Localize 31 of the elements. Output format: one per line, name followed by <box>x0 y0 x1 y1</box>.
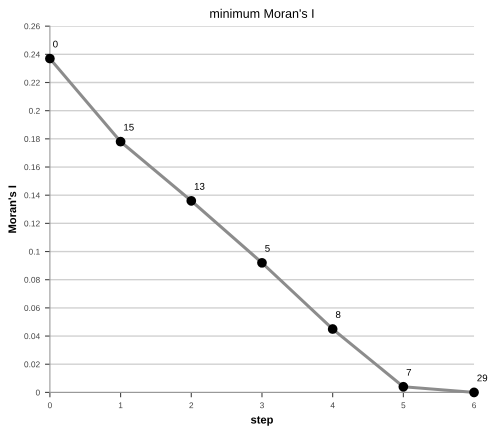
y-tick-label: 0.06 <box>24 305 40 311</box>
y-tick-label: 0.2 <box>28 108 40 114</box>
annotation: 29 <box>477 374 488 382</box>
y-axis-title: Moran's I <box>8 186 16 233</box>
x-axis-title: step <box>250 416 273 426</box>
x-tick-label: 1 <box>118 402 122 408</box>
x-tick-label: 0 <box>48 402 52 408</box>
y-tick-label: 0.16 <box>24 164 40 170</box>
x-tick-label: 3 <box>260 402 264 408</box>
x-tick-label: 5 <box>401 402 406 408</box>
y-tick-label: 0.1 <box>28 248 40 255</box>
y-tick-label: 0.12 <box>24 220 40 226</box>
y-tick-label: 0 <box>36 390 40 396</box>
y-tick-label: 0.02 <box>24 361 40 368</box>
y-tick-label: 0.22 <box>24 80 40 86</box>
annotation: 13 <box>194 182 204 190</box>
y-tick-label: 0.14 <box>24 192 40 198</box>
x-tick-label: 2 <box>189 402 194 408</box>
x-tick-label: 4 <box>330 402 335 408</box>
annotation: 15 <box>124 124 134 131</box>
x-tick-label: 6 <box>472 402 476 408</box>
y-tick-label: 0.26 <box>24 23 40 30</box>
annotation: 5 <box>265 245 270 252</box>
annotation: 8 <box>336 311 340 318</box>
chart-title: minimum Moran's I <box>210 8 314 18</box>
annotation: 0 <box>53 40 58 48</box>
annotation: 7 <box>406 368 412 376</box>
y-tick-label: 0.24 <box>24 52 40 58</box>
y-tick-label: 0.04 <box>24 333 40 340</box>
y-tick-label: 0.18 <box>24 136 40 142</box>
y-tick-label: 0.08 <box>24 276 40 283</box>
